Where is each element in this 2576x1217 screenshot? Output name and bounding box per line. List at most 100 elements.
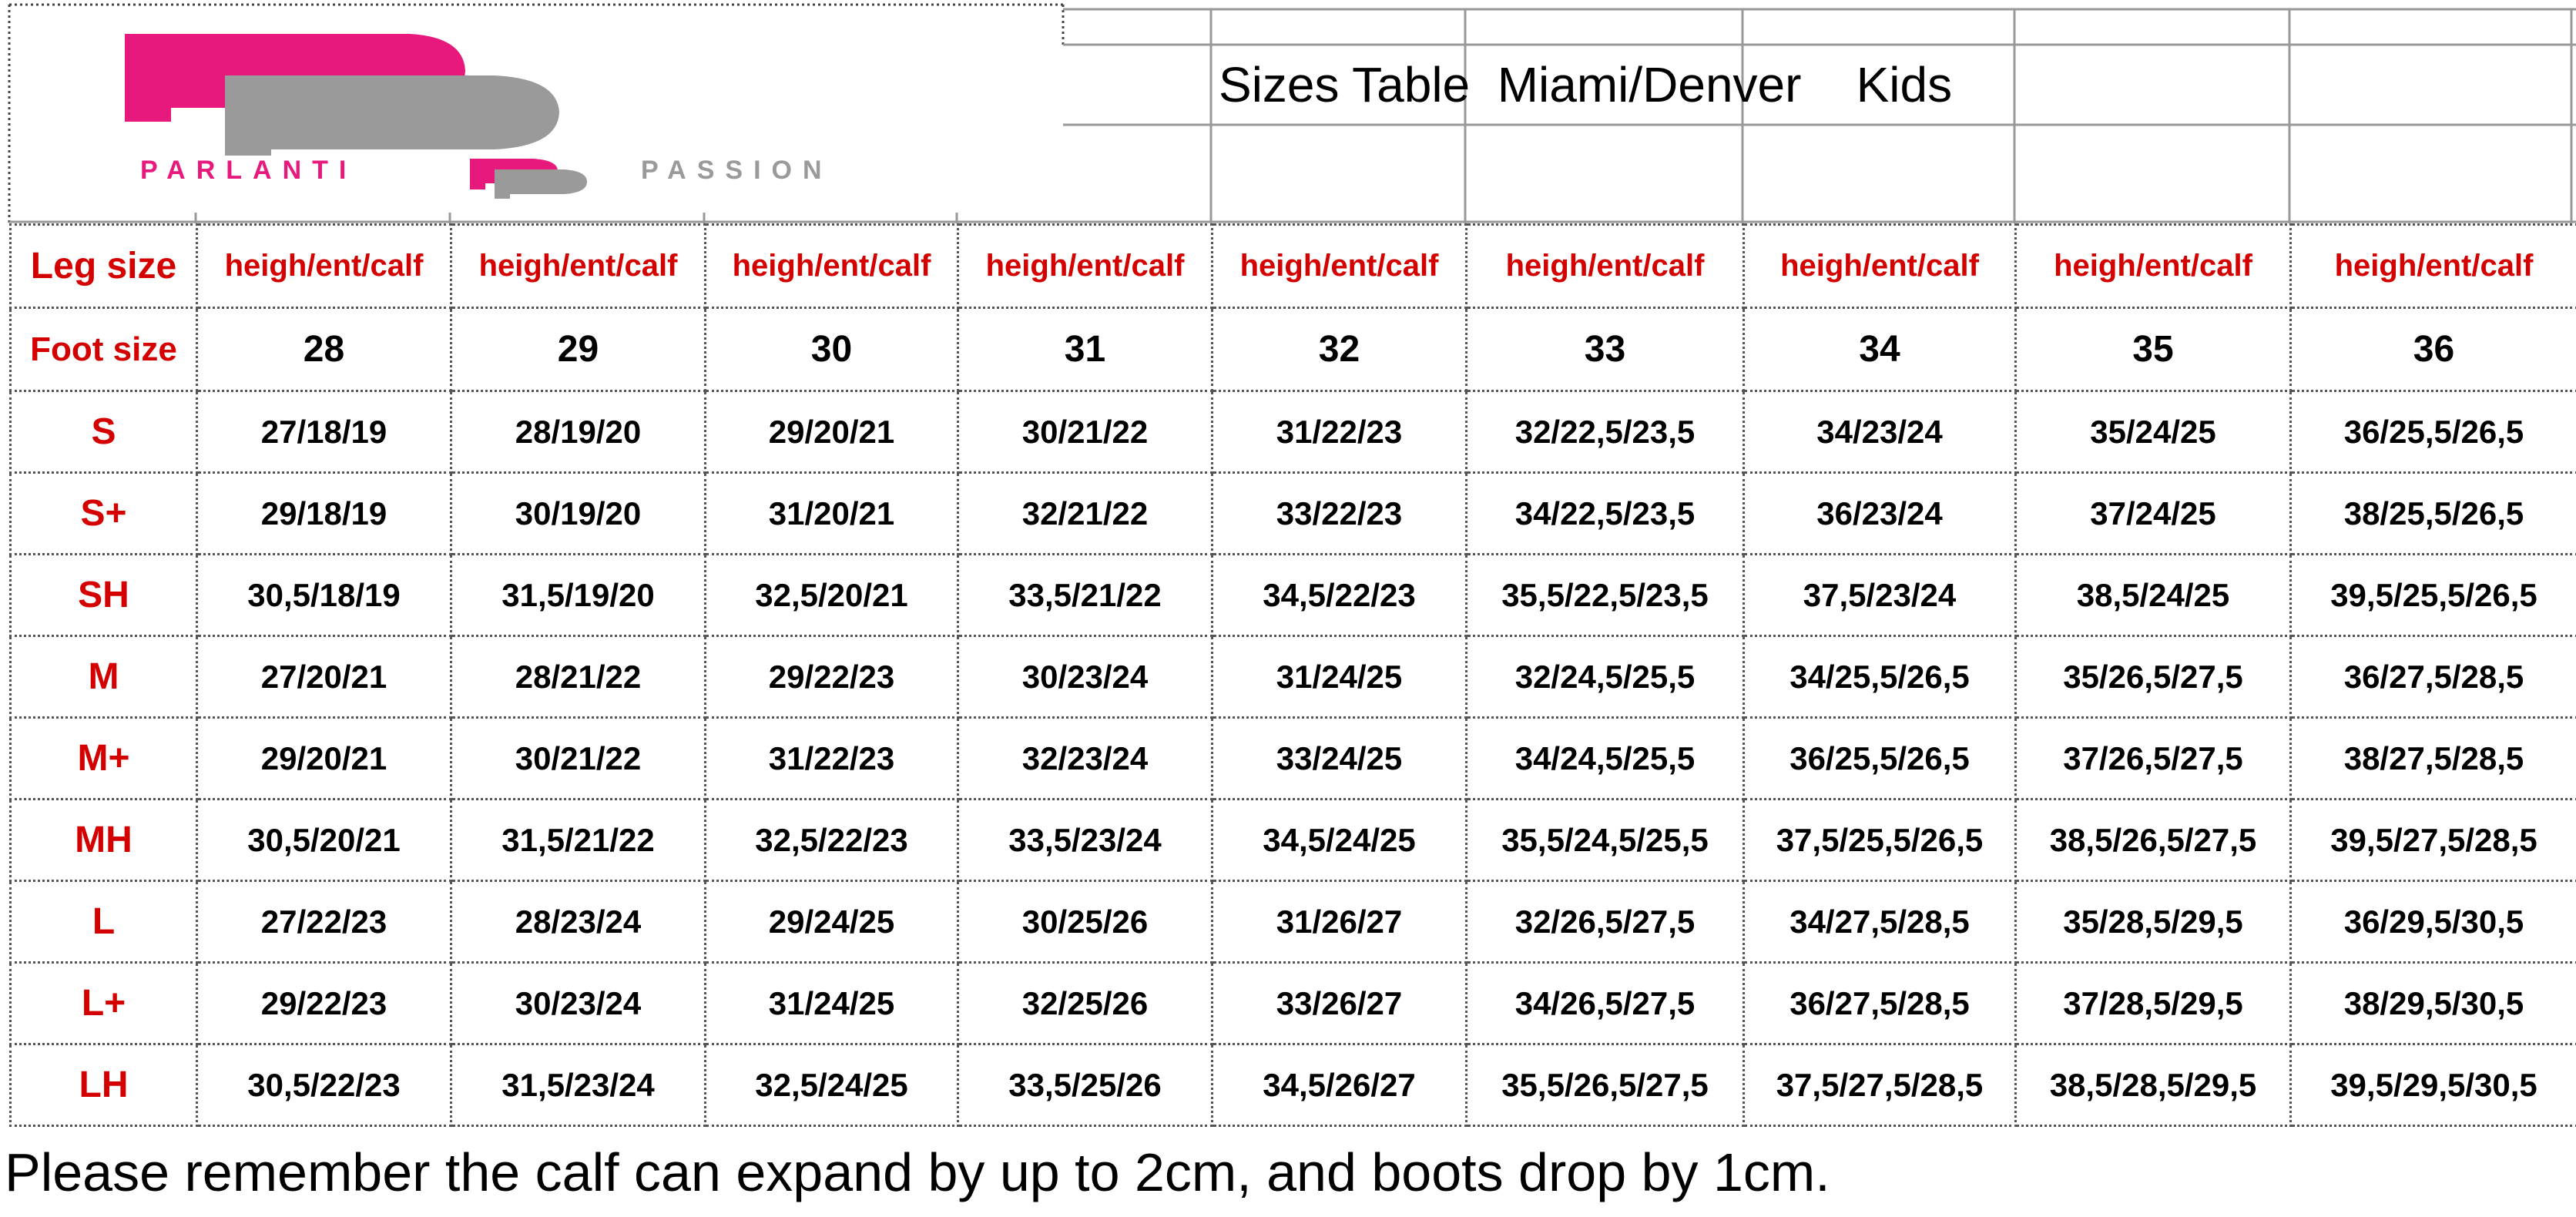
size-cell: 34/26,5/27,5 — [1465, 961, 1745, 1045]
size-cell: 27/22/23 — [196, 880, 452, 964]
size-cell: 32,5/22/23 — [704, 798, 959, 882]
size-cell: 34/23/24 — [1742, 390, 2017, 474]
leg-size-cell: heigh/ent/calf — [1465, 223, 1745, 309]
size-cell: 34,5/24/25 — [1211, 798, 1467, 882]
table-row: M 27/20/21 28/21/22 29/22/23 30/23/24 31/24/2… — [9, 635, 2576, 719]
size-cell: 35/24/25 — [2014, 390, 2292, 474]
size-cell: 30/21/22 — [450, 716, 706, 800]
row-label: MH — [9, 798, 198, 882]
table-row: L+ 29/22/23 30/23/24 31/24/25 32/25/26 33/26/… — [9, 961, 2576, 1045]
foot-size-cell: 28 — [196, 307, 452, 392]
size-cell: 34/24,5/25,5 — [1465, 716, 1745, 800]
size-cell: 37,5/27,5/28,5 — [1742, 1043, 2017, 1127]
size-cell: 37/26,5/27,5 — [2014, 716, 2292, 800]
size-cell: 36/23/24 — [1742, 471, 2017, 555]
size-cell: 32/21/22 — [957, 471, 1213, 555]
size-cell: 31/22/23 — [1211, 390, 1467, 474]
size-cell: 36/27,5/28,5 — [2289, 635, 2576, 719]
size-cell: 30,5/22/23 — [196, 1043, 452, 1127]
foot-size-cell: 34 — [1742, 307, 2017, 392]
size-cell: 38,5/26,5/27,5 — [2014, 798, 2292, 882]
brand-logo: PARLANTI PASSION — [125, 34, 833, 199]
size-cell: 35/28,5/29,5 — [2014, 880, 2292, 964]
size-cell: 31,5/19/20 — [450, 553, 706, 637]
size-cell: 33,5/21/22 — [957, 553, 1213, 637]
size-cell: 28/21/22 — [450, 635, 706, 719]
logo-text-2: PASSION — [641, 156, 833, 185]
size-cell: 39,5/29,5/30,5 — [2289, 1043, 2576, 1127]
row-label: SH — [9, 553, 198, 637]
size-cell: 37/28,5/29,5 — [2014, 961, 2292, 1045]
size-cell: 35/26,5/27,5 — [2014, 635, 2292, 719]
table-row: M+ 29/20/21 30/21/22 31/22/23 32/23/24 33/24/… — [9, 716, 2576, 800]
size-cell: 28/23/24 — [450, 880, 706, 964]
size-cell: 38/29,5/30,5 — [2289, 961, 2576, 1045]
size-cell: 32/24,5/25,5 — [1465, 635, 1745, 719]
size-cell: 29/20/21 — [704, 390, 959, 474]
size-cell: 31/20/21 — [704, 471, 959, 555]
table-row: LH 30,5/22/23 31,5/23/24 32,5/24/25 33,5/25/… — [9, 1043, 2576, 1127]
size-cell: 31/22/23 — [704, 716, 959, 800]
size-cell: 30,5/18/19 — [196, 553, 452, 637]
leg-size-cell: heigh/ent/calf — [2289, 223, 2576, 309]
foot-size-cell: 35 — [2014, 307, 2292, 392]
size-cell: 32/26,5/27,5 — [1465, 880, 1745, 964]
table-row: S 27/18/19 28/19/20 29/20/21 30/21/22 31/22/2… — [9, 390, 2576, 474]
leg-size-cell: heigh/ent/calf — [450, 223, 706, 309]
size-cell: 33,5/25/26 — [957, 1043, 1213, 1127]
size-cell: 30/21/22 — [957, 390, 1213, 474]
foot-size-cell: 30 — [704, 307, 959, 392]
row-label: LH — [9, 1043, 198, 1127]
size-cell: 31/24/25 — [704, 961, 959, 1045]
leg-size-label: Leg size — [9, 223, 198, 309]
table-row: L 27/22/23 28/23/24 29/24/25 30/25/26 31/26/2… — [9, 880, 2576, 964]
size-cell: 33,5/23/24 — [957, 798, 1213, 882]
foot-size-cell: 36 — [2289, 307, 2576, 392]
size-cell: 28/19/20 — [450, 390, 706, 474]
size-cell: 31/26/27 — [1211, 880, 1467, 964]
row-label: S — [9, 390, 198, 474]
size-cell: 35,5/26,5/27,5 — [1465, 1043, 1745, 1127]
size-cell: 35,5/24,5/25,5 — [1465, 798, 1745, 882]
size-cell: 30/23/24 — [957, 635, 1213, 719]
size-cell: 34,5/22/23 — [1211, 553, 1467, 637]
row-label: M — [9, 635, 198, 719]
size-cell: 31,5/21/22 — [450, 798, 706, 882]
size-cell: 29/20/21 — [196, 716, 452, 800]
row-label: L+ — [9, 961, 198, 1045]
size-cell: 36/27,5/28,5 — [1742, 961, 2017, 1045]
size-cell: 30/23/24 — [450, 961, 706, 1045]
foot-size-cell: 32 — [1211, 307, 1467, 392]
size-cell: 34/25,5/26,5 — [1742, 635, 2017, 719]
size-cell: 29/18/19 — [196, 471, 452, 555]
size-cell: 34/22,5/23,5 — [1465, 471, 1745, 555]
size-cell: 37,5/23/24 — [1742, 553, 2017, 637]
size-cell: 31/24/25 — [1211, 635, 1467, 719]
size-cell: 39,5/27,5/28,5 — [2289, 798, 2576, 882]
size-cell: 29/22/23 — [704, 635, 959, 719]
size-cell: 35,5/22,5/23,5 — [1465, 553, 1745, 637]
leg-size-cell: heigh/ent/calf — [704, 223, 959, 309]
size-cell: 38/25,5/26,5 — [2289, 471, 2576, 555]
foot-size-cell: 33 — [1465, 307, 1745, 392]
size-cell: 36/29,5/30,5 — [2289, 880, 2576, 964]
size-cell: 30/19/20 — [450, 471, 706, 555]
size-cell: 37,5/25,5/26,5 — [1742, 798, 2017, 882]
size-cell: 36/25,5/26,5 — [1742, 716, 2017, 800]
size-cell: 32,5/24/25 — [704, 1043, 959, 1127]
size-cell: 32/25/26 — [957, 961, 1213, 1045]
row-label: L — [9, 880, 198, 964]
leg-size-cell: heigh/ent/calf — [2014, 223, 2292, 309]
size-cell: 38,5/28,5/29,5 — [2014, 1043, 2292, 1127]
foot-size-label: Foot size — [9, 307, 198, 392]
size-cell: 31,5/23/24 — [450, 1043, 706, 1127]
leg-size-cell: heigh/ent/calf — [196, 223, 452, 309]
table-row: S+ 29/18/19 30/19/20 31/20/21 32/21/22 33/22/… — [9, 471, 2576, 555]
size-cell: 27/20/21 — [196, 635, 452, 719]
table-row: MH 30,5/20/21 31,5/21/22 32,5/22/23 33,5/23/… — [9, 798, 2576, 882]
size-cell: 30/25/26 — [957, 880, 1213, 964]
foot-size-row: Foot size 28 29 30 31 32 33 34 35 36 — [9, 307, 2576, 392]
size-cell: 33/22/23 — [1211, 471, 1467, 555]
row-label: M+ — [9, 716, 198, 800]
size-cell: 38,5/24/25 — [2014, 553, 2292, 637]
